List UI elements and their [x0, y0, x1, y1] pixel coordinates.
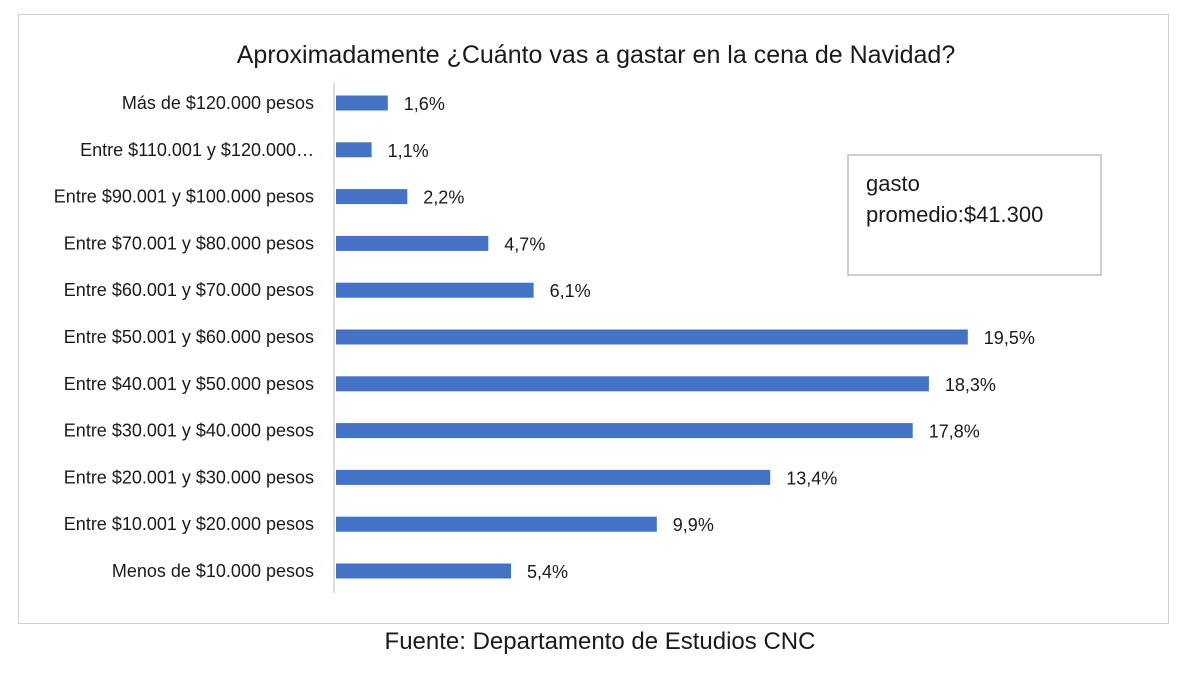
- category-label-9: Entre $10.001 y $20.000 pesos: [64, 514, 314, 534]
- bar-4: [336, 282, 534, 298]
- source-note: Fuente: Departamento de Estudios CNC: [384, 628, 816, 655]
- value-labels: 1,6% 1,1% 2,2% 4,7% 6,1% 19,5% 18,3% 17,8% 13,4%…: [388, 94, 1035, 582]
- bar-7: [336, 423, 913, 439]
- bar-10: [336, 563, 511, 579]
- value-label-0: 1,6%: [404, 94, 445, 114]
- category-label-10: Menos de $10.000 pesos: [112, 561, 314, 581]
- value-label-7: 17,8%: [929, 422, 980, 442]
- bar-chart: Aproximadamente ¿Cuánto vas a gastar en …: [54, 41, 1102, 593]
- category-label-0: Más de $120.000 pesos: [122, 93, 314, 113]
- bar-3: [336, 235, 489, 251]
- category-label-6: Entre $40.001 y $50.000 pesos: [64, 374, 314, 394]
- value-label-10: 5,4%: [527, 562, 568, 582]
- category-label-1: Entre $110.001 y $120.000…: [80, 140, 314, 160]
- value-label-9: 9,9%: [673, 515, 714, 535]
- bar-9: [336, 516, 657, 532]
- category-label-3: Entre $70.001 y $80.000 pesos: [64, 233, 314, 253]
- category-label-2: Entre $90.001 y $100.000 pesos: [54, 187, 314, 207]
- chart-frame: Aproximadamente ¿Cuánto vas a gastar en …: [18, 14, 1169, 624]
- bar-6: [336, 376, 929, 392]
- value-label-4: 6,1%: [550, 281, 591, 301]
- value-label-5: 19,5%: [984, 328, 1035, 348]
- annotation-line-1: gasto: [866, 171, 920, 196]
- category-label-7: Entre $30.001 y $40.000 pesos: [64, 421, 314, 441]
- bar-1: [336, 142, 372, 158]
- chart-title: Aproximadamente ¿Cuánto vas a gastar en …: [237, 41, 955, 69]
- bar-8: [336, 469, 771, 485]
- value-label-1: 1,1%: [388, 141, 429, 161]
- annotation-box: [847, 154, 1102, 276]
- value-label-6: 18,3%: [945, 375, 996, 395]
- bar-2: [336, 189, 408, 205]
- bars-group: [336, 95, 968, 579]
- category-label-4: Entre $60.001 y $70.000 pesos: [64, 280, 314, 300]
- value-label-8: 13,4%: [786, 468, 837, 488]
- category-label-5: Entre $50.001 y $60.000 pesos: [64, 327, 314, 347]
- bar-0: [336, 95, 388, 111]
- category-labels: Más de $120.000 pesos Entre $110.001 y $1…: [54, 93, 314, 581]
- value-label-3: 4,7%: [504, 234, 545, 254]
- bar-5: [336, 329, 968, 345]
- annotation-line-2: promedio:$41.300: [866, 202, 1043, 227]
- value-label-2: 2,2%: [423, 188, 464, 208]
- category-label-8: Entre $20.001 y $30.000 pesos: [64, 467, 314, 487]
- average-annotation: gasto promedio:$41.300: [847, 154, 1102, 276]
